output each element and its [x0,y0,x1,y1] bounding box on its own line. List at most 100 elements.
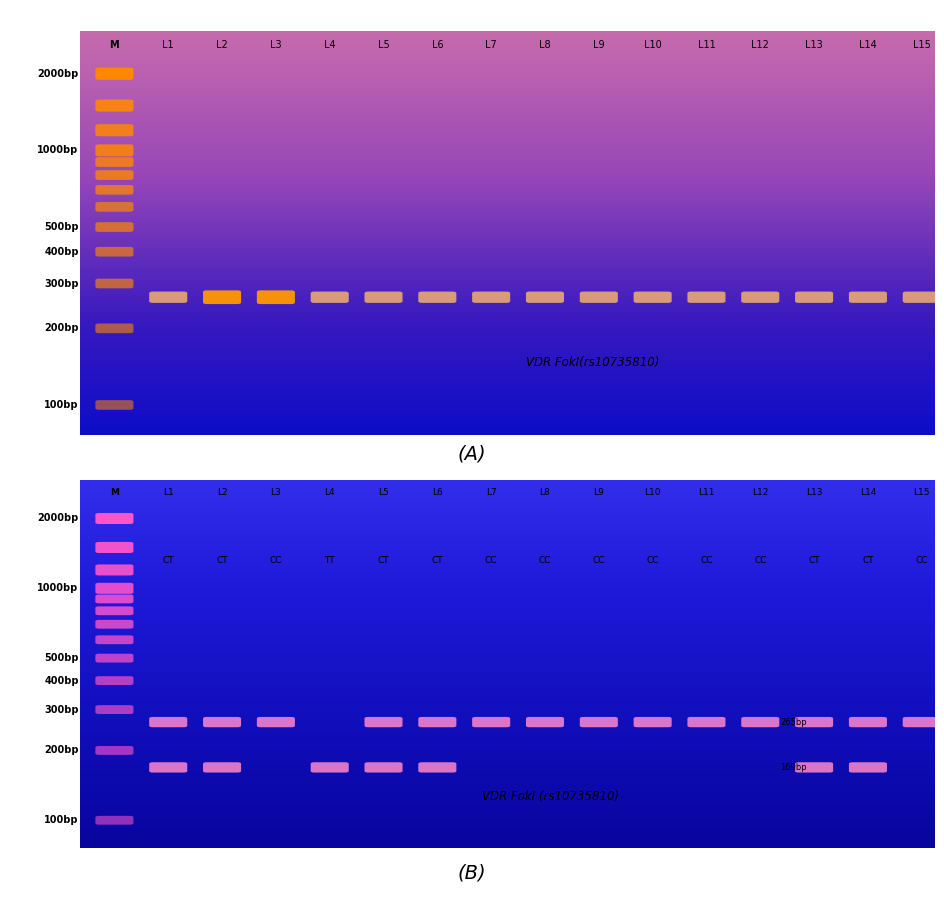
Text: 500bp: 500bp [44,222,78,232]
FancyBboxPatch shape [95,542,133,553]
Text: CT: CT [378,556,389,565]
Text: CT: CT [216,556,228,565]
FancyBboxPatch shape [95,595,133,604]
FancyBboxPatch shape [149,292,187,303]
Text: 1000bp: 1000bp [38,583,78,593]
Text: L11: L11 [699,488,715,497]
Text: CC: CC [754,556,767,565]
Text: CT: CT [862,556,874,565]
FancyBboxPatch shape [364,762,402,772]
Text: 1000bp: 1000bp [38,145,78,155]
FancyBboxPatch shape [633,717,672,727]
Text: L1: L1 [162,40,174,50]
Text: L4: L4 [325,488,335,497]
FancyBboxPatch shape [95,222,133,231]
Text: 500bp: 500bp [44,653,78,663]
Text: L12: L12 [751,40,769,50]
FancyBboxPatch shape [418,292,456,303]
Text: (A): (A) [458,444,486,464]
Text: L2: L2 [217,488,228,497]
FancyBboxPatch shape [472,717,510,727]
Text: CC: CC [647,556,659,565]
FancyBboxPatch shape [257,291,295,304]
FancyBboxPatch shape [849,717,887,727]
FancyBboxPatch shape [95,676,133,685]
FancyBboxPatch shape [633,292,672,303]
FancyBboxPatch shape [364,717,402,727]
FancyBboxPatch shape [741,717,780,727]
Text: CC: CC [270,556,282,565]
Text: 300bp: 300bp [44,704,78,715]
Text: L5: L5 [378,40,389,50]
FancyBboxPatch shape [95,816,133,824]
Text: 265bp: 265bp [781,718,807,727]
FancyBboxPatch shape [95,635,133,644]
Text: L10: L10 [644,40,662,50]
FancyBboxPatch shape [95,400,133,410]
Text: 2000bp: 2000bp [38,513,78,524]
Text: L14: L14 [859,40,877,50]
FancyBboxPatch shape [95,170,133,180]
Text: L3: L3 [271,488,281,497]
Text: TT: TT [325,556,335,565]
FancyBboxPatch shape [687,292,726,303]
Text: L7: L7 [485,40,497,50]
FancyBboxPatch shape [149,717,187,727]
FancyBboxPatch shape [95,513,133,524]
Text: CC: CC [485,556,497,565]
FancyBboxPatch shape [95,654,133,663]
Text: L13: L13 [805,40,823,50]
FancyBboxPatch shape [95,705,133,714]
FancyBboxPatch shape [203,717,241,727]
Text: 300bp: 300bp [44,278,78,289]
FancyBboxPatch shape [418,762,456,772]
FancyBboxPatch shape [849,292,887,303]
FancyBboxPatch shape [418,717,456,727]
FancyBboxPatch shape [526,717,564,727]
Text: CC: CC [539,556,551,565]
Text: M: M [110,40,119,50]
Text: L11: L11 [698,40,716,50]
Text: L13: L13 [806,488,822,497]
FancyBboxPatch shape [95,185,133,195]
FancyBboxPatch shape [795,292,834,303]
Text: L9: L9 [594,488,604,497]
FancyBboxPatch shape [526,292,564,303]
Text: L4: L4 [324,40,335,50]
FancyBboxPatch shape [95,324,133,333]
FancyBboxPatch shape [95,247,133,257]
Text: L1: L1 [163,488,174,497]
FancyBboxPatch shape [149,762,187,772]
Text: (B): (B) [458,863,486,883]
Text: CC: CC [916,556,928,565]
FancyBboxPatch shape [795,717,834,727]
FancyBboxPatch shape [795,762,834,772]
FancyBboxPatch shape [95,746,133,755]
FancyBboxPatch shape [311,762,348,772]
FancyBboxPatch shape [95,124,133,136]
Text: L7: L7 [486,488,497,497]
FancyBboxPatch shape [687,717,726,727]
Text: L3: L3 [270,40,281,50]
FancyBboxPatch shape [95,100,133,111]
Text: L5: L5 [379,488,389,497]
Text: CT: CT [808,556,820,565]
Text: L6: L6 [431,40,443,50]
Text: 400bp: 400bp [44,675,78,685]
Text: VDR FokI(rs10735810): VDR FokI(rs10735810) [526,356,660,369]
Text: CT: CT [431,556,443,565]
FancyBboxPatch shape [203,762,241,772]
FancyBboxPatch shape [95,202,133,212]
Text: 2000bp: 2000bp [38,69,78,79]
Text: L12: L12 [752,488,768,497]
Text: CT: CT [162,556,174,565]
FancyBboxPatch shape [741,292,780,303]
FancyBboxPatch shape [364,292,402,303]
Text: VDR FokI (rs10735810): VDR FokI (rs10735810) [481,789,618,803]
FancyBboxPatch shape [257,717,295,727]
FancyBboxPatch shape [95,144,133,156]
FancyBboxPatch shape [95,583,133,594]
FancyBboxPatch shape [849,762,887,772]
Text: L15: L15 [914,488,930,497]
FancyBboxPatch shape [95,157,133,167]
